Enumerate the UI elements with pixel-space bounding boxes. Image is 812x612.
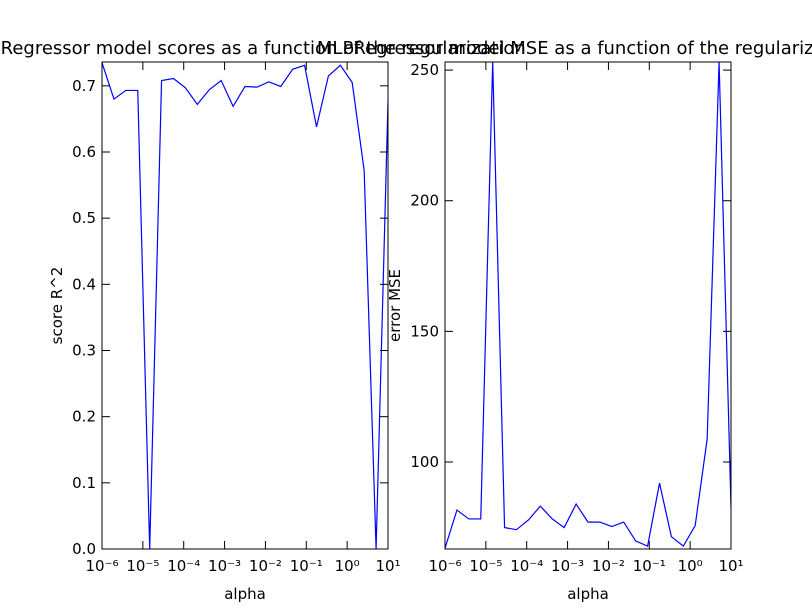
y-axis-label: error MSE xyxy=(386,269,404,342)
y-tick-label: 100 xyxy=(410,453,439,471)
x-tick-label: 10⁻² xyxy=(592,557,625,575)
data-line xyxy=(102,62,388,549)
x-axis-label: alpha xyxy=(224,585,266,603)
data-line xyxy=(445,62,731,549)
x-axis-label: alpha xyxy=(567,585,609,603)
x-tick-label: 10⁻³ xyxy=(551,557,584,575)
plot-frame xyxy=(444,61,732,550)
x-tick-label: 10¹ xyxy=(375,557,400,575)
y-tick-label: 250 xyxy=(410,61,439,79)
y-tick-label: 0.3 xyxy=(72,341,96,359)
x-tick-label: 10⁰ xyxy=(678,557,703,575)
x-tick-label: 10⁻⁶ xyxy=(85,557,118,575)
x-tick-label: 10⁻⁵ xyxy=(126,557,159,575)
y-tick-label: 150 xyxy=(410,322,439,340)
y-tick-label: 200 xyxy=(410,192,439,210)
x-tick-label: 10⁻⁶ xyxy=(428,557,461,575)
x-tick-label: 10⁻¹ xyxy=(633,557,666,575)
x-tick-label: 10⁻⁴ xyxy=(510,557,543,575)
y-tick-label: 0.6 xyxy=(72,143,96,161)
y-tick-label: 0.5 xyxy=(72,209,96,227)
y-tick-label: 0.4 xyxy=(72,275,96,293)
x-tick-label: 10⁻³ xyxy=(208,557,241,575)
x-tick-label: 10⁻¹ xyxy=(290,557,323,575)
chart-title: MLPRegressor model scores as a function … xyxy=(0,38,526,59)
y-tick-label: 0.2 xyxy=(72,408,96,426)
x-tick-label: 10⁰ xyxy=(335,557,360,575)
x-tick-label: 10¹ xyxy=(718,557,743,575)
y-tick-label: 0.0 xyxy=(72,540,96,558)
x-tick-label: 10⁻⁴ xyxy=(167,557,200,575)
chart-title: MLPRegressor model MSE as a function of … xyxy=(317,38,812,59)
x-tick-label: 10⁻² xyxy=(249,557,282,575)
x-tick-label: 10⁻⁵ xyxy=(469,557,502,575)
y-tick-label: 0.7 xyxy=(72,77,96,95)
y-axis-label: score R^2 xyxy=(48,267,66,345)
plot-frame xyxy=(101,61,389,550)
y-tick-label: 0.1 xyxy=(72,474,96,492)
